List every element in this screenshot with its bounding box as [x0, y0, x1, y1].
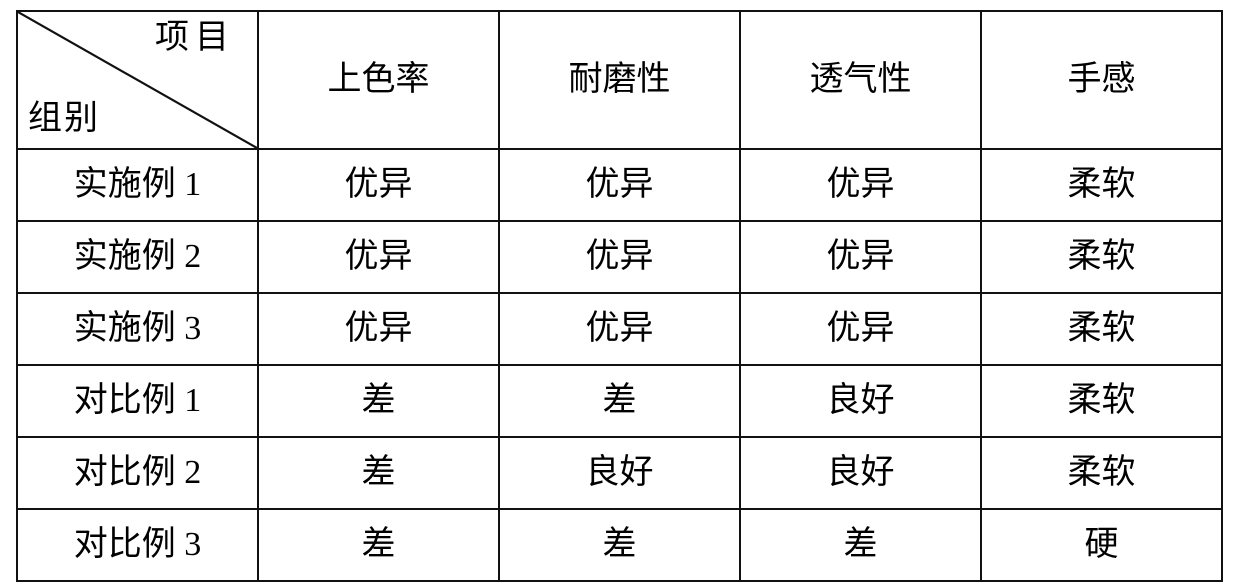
table-header-row: 项目 组别 上色率 耐磨性 透气性 手感 — [17, 11, 1222, 149]
table-cell: 硬 — [981, 509, 1222, 581]
column-header: 耐磨性 — [499, 11, 740, 149]
table-cell: 差 — [258, 509, 499, 581]
table-cell: 柔软 — [981, 221, 1222, 293]
header-top-label: 项目 — [155, 18, 235, 59]
header-bottom-label: 组别 — [28, 99, 100, 140]
table-cell: 良好 — [499, 437, 740, 509]
row-name: 对比例 3 — [17, 509, 258, 581]
table-row: 实施例 2 优异 优异 优异 柔软 — [17, 221, 1222, 293]
comparison-table: 项目 组别 上色率 耐磨性 透气性 手感 实施例 1 优异 优异 优异 柔软 实… — [16, 10, 1223, 582]
column-header: 手感 — [981, 11, 1222, 149]
row-name: 实施例 3 — [17, 293, 258, 365]
column-header: 上色率 — [258, 11, 499, 149]
table-row: 对比例 2 差 良好 良好 柔软 — [17, 437, 1222, 509]
table-cell: 柔软 — [981, 293, 1222, 365]
row-name: 实施例 2 — [17, 221, 258, 293]
table-cell: 优异 — [499, 293, 740, 365]
table-cell: 优异 — [740, 221, 981, 293]
table-cell: 柔软 — [981, 437, 1222, 509]
table-row: 对比例 1 差 差 良好 柔软 — [17, 365, 1222, 437]
table-cell: 差 — [499, 509, 740, 581]
table-cell: 差 — [740, 509, 981, 581]
table-cell: 良好 — [740, 365, 981, 437]
table-row: 实施例 3 优异 优异 优异 柔软 — [17, 293, 1222, 365]
table-cell: 优异 — [499, 221, 740, 293]
row-name: 实施例 1 — [17, 149, 258, 221]
column-header: 透气性 — [740, 11, 981, 149]
table-cell: 优异 — [258, 221, 499, 293]
table-cell: 优异 — [258, 293, 499, 365]
table-cell: 优异 — [499, 149, 740, 221]
table-cell: 优异 — [258, 149, 499, 221]
table-cell: 柔软 — [981, 365, 1222, 437]
row-name: 对比例 1 — [17, 365, 258, 437]
table-row: 对比例 3 差 差 差 硬 — [17, 509, 1222, 581]
table-cell: 柔软 — [981, 149, 1222, 221]
row-name: 对比例 2 — [17, 437, 258, 509]
table-cell: 良好 — [740, 437, 981, 509]
diagonal-header-cell: 项目 组别 — [17, 11, 258, 149]
table-row: 实施例 1 优异 优异 优异 柔软 — [17, 149, 1222, 221]
table-cell: 差 — [258, 365, 499, 437]
table-cell: 差 — [499, 365, 740, 437]
table-cell: 差 — [258, 437, 499, 509]
table-cell: 优异 — [740, 149, 981, 221]
table-cell: 优异 — [740, 293, 981, 365]
